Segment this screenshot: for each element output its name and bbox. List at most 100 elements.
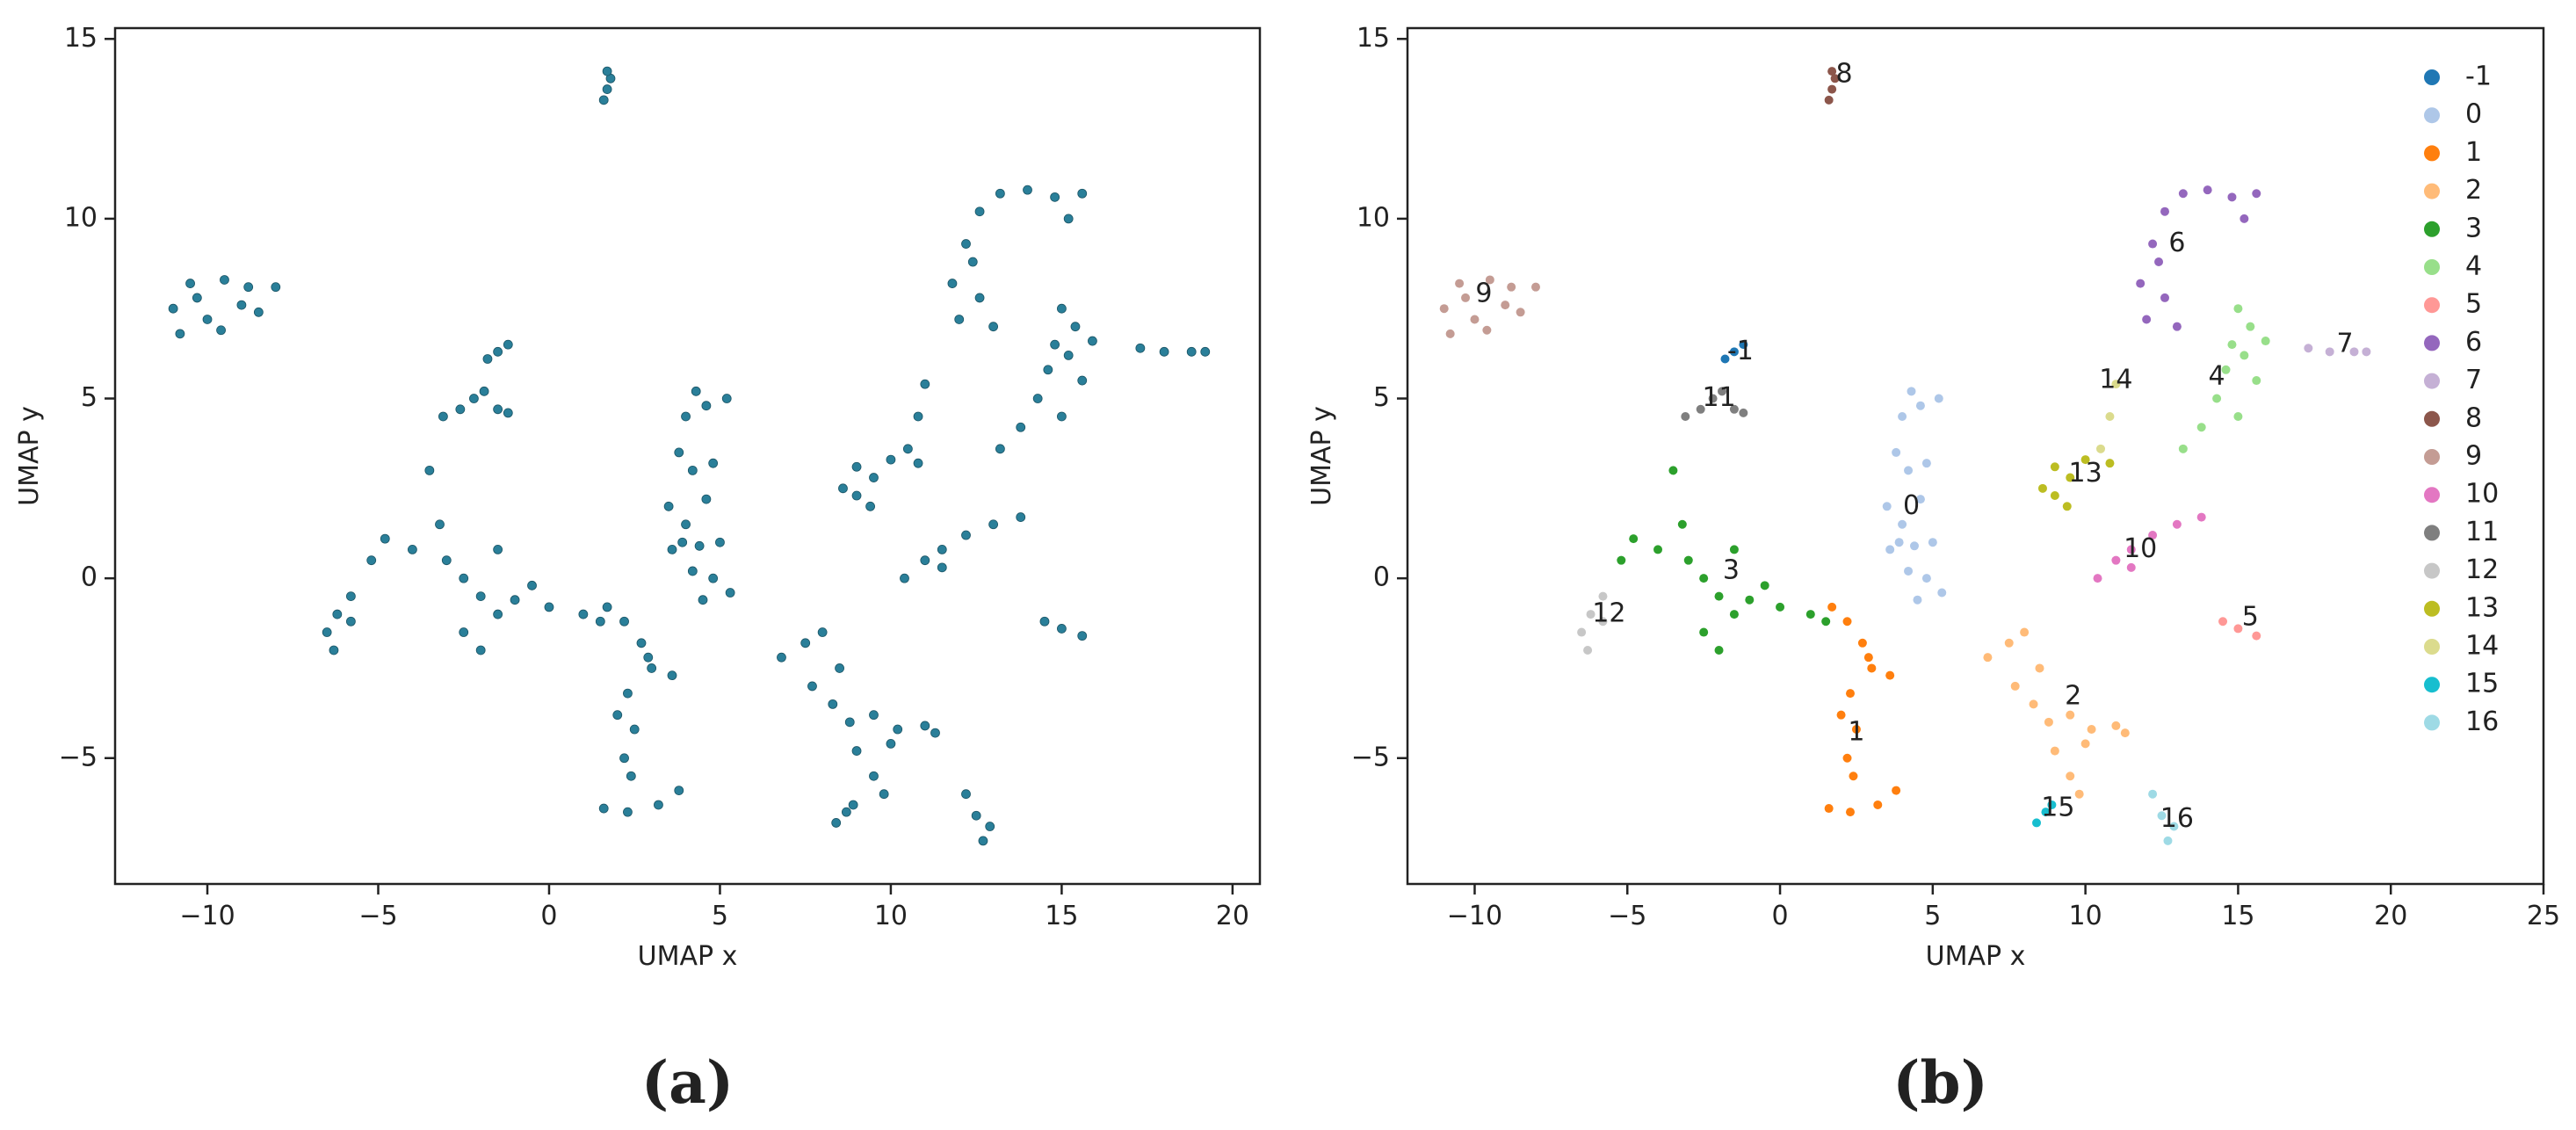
legend-marker bbox=[2424, 639, 2440, 655]
legend-label: 2 bbox=[2465, 175, 2482, 206]
point bbox=[848, 800, 858, 810]
point bbox=[1016, 512, 1026, 522]
plot-frame bbox=[1406, 26, 2545, 886]
point bbox=[1057, 303, 1067, 314]
point bbox=[2233, 411, 2243, 421]
point bbox=[667, 545, 677, 554]
legend-label: 3 bbox=[2465, 213, 2482, 243]
point bbox=[345, 591, 356, 602]
point bbox=[978, 836, 988, 846]
legend-label: 4 bbox=[2465, 251, 2482, 282]
legend-marker bbox=[2424, 600, 2440, 617]
point bbox=[667, 670, 677, 681]
point bbox=[2246, 322, 2255, 331]
point bbox=[1836, 710, 1846, 720]
point bbox=[974, 206, 985, 217]
point bbox=[253, 307, 264, 317]
point bbox=[1867, 663, 1877, 673]
point bbox=[2233, 304, 2243, 314]
point bbox=[1577, 627, 1587, 637]
cluster-label: 10 bbox=[2124, 533, 2157, 564]
point bbox=[1898, 519, 1907, 529]
point bbox=[2041, 808, 2051, 817]
point bbox=[681, 519, 691, 530]
point bbox=[1485, 275, 1494, 285]
point bbox=[920, 555, 930, 566]
point bbox=[694, 540, 705, 551]
point bbox=[1904, 466, 1914, 475]
point bbox=[1039, 616, 1050, 627]
point bbox=[1598, 591, 1608, 601]
point bbox=[971, 810, 981, 821]
point bbox=[930, 728, 940, 738]
y-tick-label: 10 bbox=[1357, 202, 1390, 233]
point bbox=[243, 282, 254, 293]
point bbox=[721, 394, 732, 403]
point bbox=[2126, 562, 2136, 572]
point bbox=[2111, 380, 2121, 389]
point bbox=[1159, 346, 1169, 357]
cluster-label: 4 bbox=[2209, 360, 2225, 391]
legend-label: 8 bbox=[2465, 402, 2482, 433]
point bbox=[937, 562, 947, 573]
legend-label: 16 bbox=[2465, 706, 2499, 737]
point bbox=[674, 786, 684, 795]
point bbox=[2062, 502, 2072, 511]
point bbox=[701, 494, 712, 504]
point bbox=[1683, 555, 1693, 565]
point bbox=[2035, 663, 2044, 673]
point bbox=[626, 771, 636, 781]
point bbox=[708, 458, 719, 468]
point bbox=[841, 807, 851, 817]
point bbox=[2221, 365, 2231, 374]
point bbox=[322, 627, 332, 637]
point bbox=[851, 490, 862, 501]
legend-label: 12 bbox=[2465, 554, 2499, 585]
legend-label: 10 bbox=[2465, 479, 2499, 510]
point bbox=[817, 627, 828, 637]
point bbox=[380, 533, 390, 544]
x-tick-label: 20 bbox=[1216, 901, 1249, 931]
point bbox=[1677, 519, 1687, 529]
point bbox=[1894, 538, 1904, 547]
point bbox=[2304, 344, 2313, 353]
point bbox=[920, 721, 930, 731]
point bbox=[654, 800, 663, 810]
point bbox=[1016, 422, 1026, 432]
point bbox=[1501, 301, 1510, 310]
point bbox=[1776, 602, 1785, 612]
point bbox=[961, 530, 971, 540]
point bbox=[2240, 351, 2249, 360]
legend-marker bbox=[2424, 562, 2440, 579]
point bbox=[332, 609, 343, 619]
point bbox=[459, 573, 469, 583]
legend-marker bbox=[2424, 145, 2440, 162]
y-tick-label: 0 bbox=[81, 562, 98, 593]
point bbox=[677, 537, 688, 547]
cluster-label: 7 bbox=[2337, 329, 2354, 359]
point bbox=[2172, 322, 2182, 331]
point bbox=[329, 645, 339, 656]
point bbox=[1668, 466, 1678, 475]
point bbox=[708, 573, 719, 583]
point bbox=[202, 315, 213, 324]
point bbox=[1050, 192, 1060, 202]
point bbox=[1023, 185, 1032, 195]
y-tick-label: 10 bbox=[64, 202, 98, 233]
point bbox=[482, 354, 493, 364]
point bbox=[438, 411, 448, 422]
point bbox=[879, 789, 889, 800]
point bbox=[623, 688, 633, 699]
point bbox=[1842, 617, 1852, 627]
point bbox=[1892, 447, 1901, 457]
point bbox=[2227, 192, 2237, 202]
point bbox=[220, 275, 229, 285]
point bbox=[510, 595, 520, 605]
legend-marker bbox=[2424, 69, 2440, 85]
point bbox=[1873, 800, 1883, 809]
point bbox=[1586, 610, 1596, 619]
point bbox=[493, 545, 503, 554]
point bbox=[2066, 710, 2075, 720]
point bbox=[1739, 408, 1748, 417]
point bbox=[2142, 315, 2152, 324]
